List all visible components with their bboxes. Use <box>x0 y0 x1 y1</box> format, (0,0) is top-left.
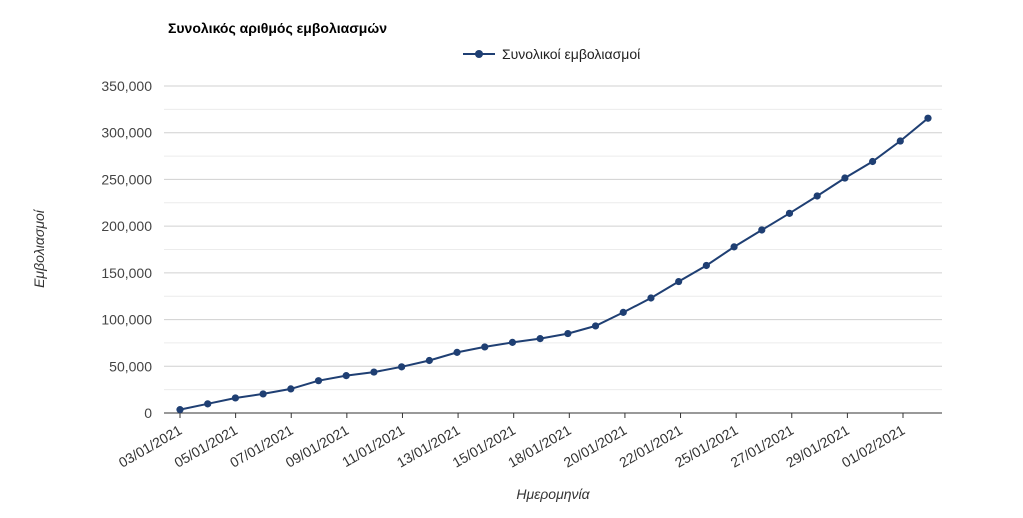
data-point[interactable] <box>176 406 184 414</box>
legend[interactable]: Συνολικοί εμβολιασμοί <box>462 46 640 62</box>
data-point[interactable] <box>924 114 932 122</box>
y-tick-label: 250,000 <box>101 171 152 187</box>
legend-label: Συνολικοί εμβολιασμοί <box>502 46 641 62</box>
x-axis-title: Ημερομηνία <box>516 486 590 502</box>
data-point[interactable] <box>868 157 877 166</box>
data-point[interactable] <box>730 243 738 251</box>
data-point[interactable] <box>481 343 489 351</box>
y-tick-label: 100,000 <box>101 312 152 328</box>
y-tick-label: 150,000 <box>101 265 152 281</box>
data-point[interactable] <box>342 372 350 380</box>
data-point[interactable] <box>758 226 766 234</box>
data-point[interactable] <box>647 294 655 302</box>
data-point[interactable] <box>231 394 240 402</box>
chart-title: Συνολικός αριθμός εμβολιασμών <box>168 20 387 36</box>
data-point[interactable] <box>896 137 904 145</box>
x-tick-label: 01/02/2021 <box>839 422 908 471</box>
y-tick-label: 0 <box>144 405 152 421</box>
data-point[interactable] <box>591 322 600 330</box>
data-point[interactable] <box>813 192 821 200</box>
data-point[interactable] <box>370 368 378 376</box>
data-point[interactable] <box>508 338 517 346</box>
y-tick-label: 350,000 <box>101 78 152 94</box>
grid-lines <box>164 85 942 391</box>
x-tick-label: 09/01/2021 <box>283 422 352 471</box>
data-point[interactable] <box>536 335 544 343</box>
data-point[interactable] <box>619 308 627 316</box>
data-points <box>176 114 932 414</box>
y-tick-label: 200,000 <box>101 218 152 234</box>
data-point[interactable] <box>841 174 849 182</box>
y-tick-label: 50,000 <box>109 358 152 374</box>
data-point[interactable] <box>425 356 433 365</box>
data-point[interactable] <box>675 277 683 286</box>
data-point[interactable] <box>287 385 295 393</box>
data-point[interactable] <box>204 400 212 408</box>
data-point[interactable] <box>259 390 267 398</box>
legend-line-marker-icon <box>463 50 495 58</box>
data-point[interactable] <box>453 348 461 356</box>
y-tick-label: 300,000 <box>101 125 152 141</box>
data-point[interactable] <box>702 261 710 270</box>
data-point[interactable] <box>564 329 572 338</box>
x-axis-ticks: 03/01/202105/01/202107/01/202109/01/2021… <box>116 413 908 471</box>
data-point[interactable] <box>314 377 323 385</box>
series-line <box>179 117 929 411</box>
data-point[interactable] <box>785 209 794 217</box>
y-axis-title: Εμβολιασμοί <box>31 208 47 288</box>
data-point[interactable] <box>398 363 406 371</box>
y-axis-ticks: 0 50,000 100,000 150,000 200,000 250,000 300,0… <box>101 78 152 421</box>
